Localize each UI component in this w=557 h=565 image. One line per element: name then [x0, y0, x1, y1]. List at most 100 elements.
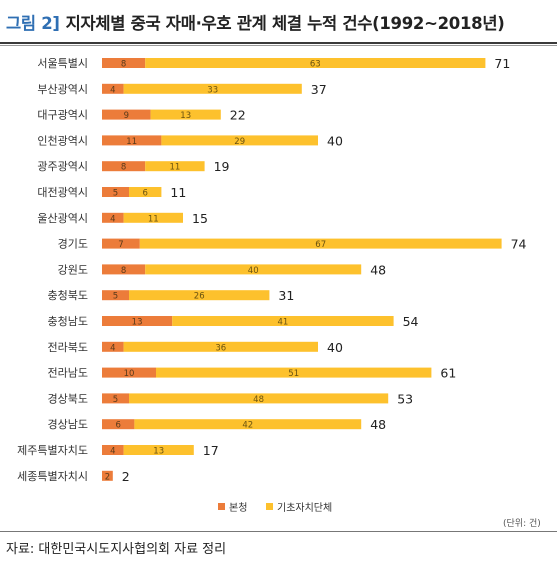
data-label-bonchung: 11	[126, 137, 137, 147]
category-label: 대구광역시	[37, 109, 88, 122]
category-label: 세종특별자치시	[17, 470, 88, 483]
data-label-gicho: 63	[310, 60, 321, 70]
data-label-gicho: 51	[288, 369, 299, 379]
category-label: 강원도	[58, 263, 88, 276]
legend-swatch-bonchung	[218, 503, 225, 510]
bar-segment-gicho	[145, 58, 486, 68]
total-label: 22	[230, 108, 246, 123]
bar-segment-bonchung	[102, 58, 146, 68]
bar-segment-gicho	[123, 341, 318, 352]
bar-segment-gicho	[123, 445, 194, 455]
title-rule-thin	[0, 45, 557, 46]
bar-segment-gicho	[123, 83, 302, 94]
data-label-gicho: 29	[234, 137, 245, 147]
bar-segment-gicho	[145, 264, 362, 275]
total-label: 19	[214, 159, 230, 174]
bar-segment-bonchung	[102, 83, 124, 94]
total-label: 15	[192, 211, 208, 226]
category-label: 인천광역시	[37, 133, 88, 147]
legend-label-gicho: 기초자치단체	[277, 502, 332, 514]
category-label: 충청북도	[48, 289, 88, 302]
title-rule	[0, 42, 557, 44]
data-label-gicho: 33	[207, 85, 218, 95]
bar-segment-gicho	[172, 316, 394, 326]
total-label: 40	[327, 133, 343, 148]
category-label: 서울특별시	[37, 57, 88, 70]
data-label-gicho: 40	[248, 266, 259, 276]
category-label: 경기도	[58, 238, 88, 251]
bar-segment-gicho	[145, 161, 205, 172]
bar-segment-bonchung	[102, 212, 124, 223]
bar-segment-bonchung	[102, 187, 129, 197]
data-label-bonchung: 8	[121, 60, 126, 70]
figure-header: 그림 2] 지자체별 중국 자매·우호 관계 체결 누적 건수(1992~2018…	[0, 0, 557, 46]
data-label-bonchung: 4	[110, 447, 115, 457]
category-label: 경상남도	[48, 418, 88, 431]
data-label-gicho: 11	[148, 214, 159, 224]
data-label-gicho: 36	[215, 343, 226, 353]
data-label-bonchung: 8	[121, 163, 126, 173]
bar-segment-bonchung	[102, 367, 156, 378]
bar-segment-gicho	[123, 212, 183, 223]
chart-title: 지자체별 중국 자매·우호 관계 체결 누적 건수(1992~2018년)	[65, 14, 505, 33]
total-label: 53	[397, 391, 413, 406]
bar-segment-gicho	[139, 238, 502, 249]
bar-segment-bonchung	[102, 290, 129, 301]
bar-segment-bonchung	[102, 393, 129, 404]
total-label: 17	[203, 443, 219, 458]
legend-swatch-gicho	[266, 503, 273, 510]
figure-label: 그림 2]	[6, 14, 60, 33]
bar-segment-bonchung	[102, 238, 140, 249]
data-label-bonchung: 10	[124, 369, 135, 379]
data-label-bonchung: 5	[113, 189, 118, 199]
data-label-bonchung: 4	[110, 85, 115, 95]
bar-segment-gicho	[129, 393, 389, 404]
category-label: 전라북도	[48, 341, 88, 354]
category-label: 대전광역시	[37, 186, 88, 199]
category-label: 경상북도	[48, 392, 88, 405]
data-label-bonchung: 4	[110, 214, 115, 224]
total-label: 48	[370, 262, 386, 277]
category-label: 전라남도	[48, 367, 88, 380]
legend-label-bonchung: 본청	[229, 502, 247, 514]
bar-segment-bonchung	[102, 109, 151, 120]
total-label: 37	[311, 82, 327, 97]
total-label: 61	[440, 366, 456, 381]
data-label-bonchung: 5	[113, 292, 118, 302]
bar-segment-bonchung	[102, 470, 113, 481]
bar-segment-gicho	[129, 187, 162, 197]
footer-rule	[0, 531, 557, 532]
total-label: 2	[122, 469, 130, 484]
bar-segment-bonchung	[102, 419, 135, 430]
stacked-bar-chart: 서울특별시 8 63 71 부산광역시 4 33 37 대구광역시 9 13 22 인천광역시 11 29 4…	[17, 56, 527, 514]
data-label-bonchung: 7	[118, 240, 123, 250]
bar-segment-bonchung	[102, 341, 124, 352]
data-label-bonchung: 6	[115, 421, 120, 431]
data-label-gicho: 6	[142, 189, 147, 199]
total-label: 31	[278, 288, 294, 303]
data-label-bonchung: 5	[113, 395, 118, 405]
total-label: 40	[327, 340, 343, 355]
category-label: 울산광역시	[37, 212, 88, 225]
data-label-bonchung: 8	[121, 266, 126, 276]
unit-note: (단위: 건)	[503, 519, 541, 529]
bar-segment-gicho	[161, 135, 318, 146]
data-label-bonchung: 9	[124, 111, 129, 121]
bar-segment-gicho	[150, 109, 221, 120]
category-label: 부산광역시	[37, 83, 88, 96]
category-label: 광주광역시	[37, 160, 88, 173]
data-label-gicho: 41	[277, 318, 288, 328]
bar-segment-gicho	[129, 290, 270, 301]
total-label: 71	[494, 56, 510, 71]
data-label-gicho: 13	[153, 447, 164, 457]
bar-segment-gicho	[156, 367, 432, 378]
data-label-gicho: 13	[180, 111, 191, 121]
total-label: 48	[370, 417, 386, 432]
data-label-bonchung: 4	[110, 343, 115, 353]
data-label-gicho: 48	[253, 395, 264, 405]
bar-segment-bonchung	[102, 264, 146, 275]
total-label: 74	[511, 237, 527, 252]
source-note: 자료: 대한민국시도지사협의회 자료 정리	[6, 542, 227, 557]
data-label-gicho: 67	[315, 240, 326, 250]
category-label: 제주특별자치도	[17, 444, 88, 457]
